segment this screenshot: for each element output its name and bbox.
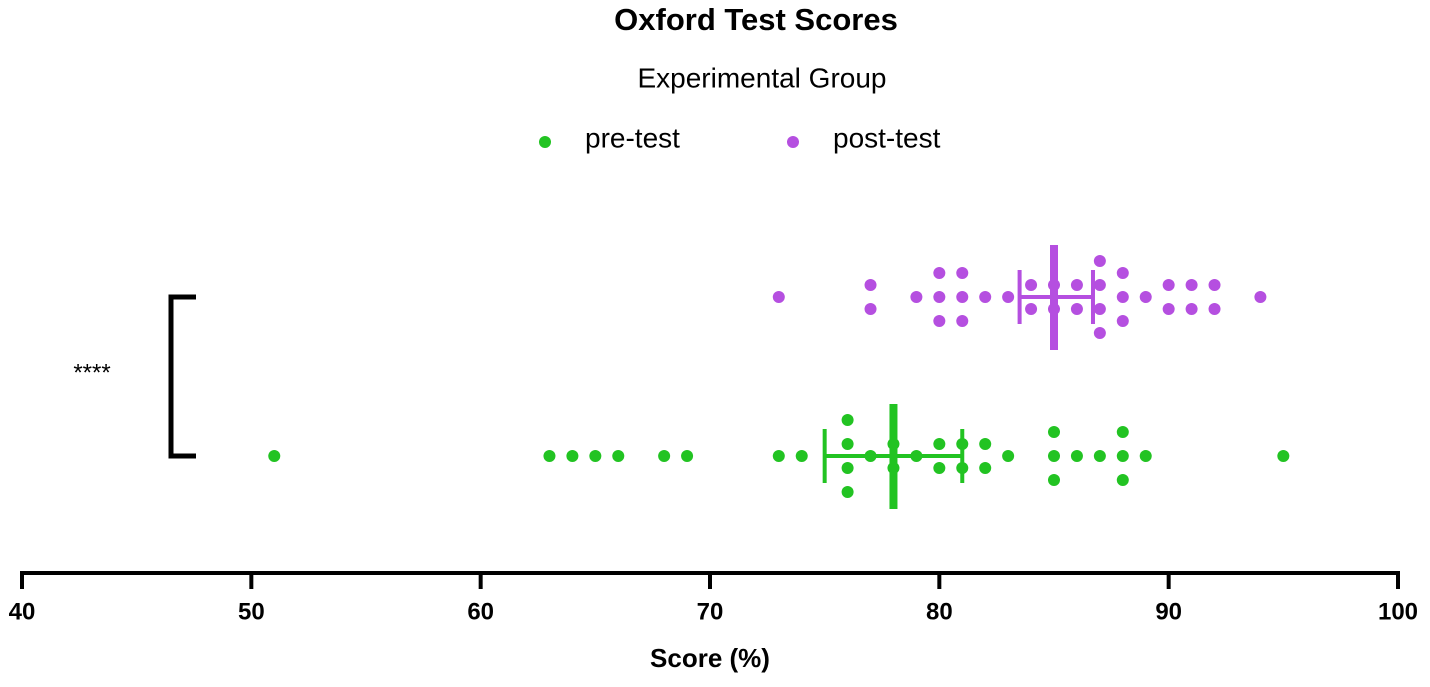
x-tick-label: 100 <box>1378 598 1418 625</box>
data-point <box>1116 474 1129 486</box>
data-point <box>1116 426 1129 438</box>
legend-marker <box>539 136 551 148</box>
data-point <box>1208 279 1221 291</box>
data-point <box>1162 279 1175 291</box>
bracket <box>168 294 196 459</box>
data-point <box>1116 450 1129 462</box>
data-point <box>1070 450 1083 462</box>
chart-title: Oxford Test Scores <box>614 2 898 37</box>
data-point <box>1139 291 1152 303</box>
data-point <box>979 462 992 474</box>
data-point <box>956 291 969 303</box>
data-point <box>1116 267 1129 279</box>
data-point <box>956 267 969 279</box>
data-point <box>772 450 785 462</box>
data-point <box>1093 450 1106 462</box>
data-point <box>841 414 854 426</box>
x-axis-label: Score (%) <box>650 643 770 673</box>
data-point <box>772 291 785 303</box>
legend-marker <box>787 136 799 148</box>
data-point <box>1185 303 1198 315</box>
legend-label: post-test <box>833 122 941 153</box>
data-point <box>841 438 854 450</box>
x-tick-label: 40 <box>9 598 36 625</box>
data-point <box>1048 450 1060 462</box>
data-point <box>1093 303 1106 315</box>
data-point <box>1208 303 1221 315</box>
data-point <box>979 291 992 303</box>
x-tick-label: 60 <box>467 598 494 625</box>
data-point <box>268 450 281 462</box>
data-point <box>841 486 854 498</box>
data-point <box>1025 303 1038 315</box>
data-point <box>864 279 877 291</box>
data-point <box>1185 279 1198 291</box>
data-point <box>1048 474 1060 486</box>
data-point <box>681 450 694 462</box>
data-point <box>864 303 877 315</box>
significance: **** <box>73 359 110 386</box>
data-point <box>933 315 946 327</box>
data-point <box>933 291 946 303</box>
data-point <box>933 438 946 450</box>
legend-label: pre-test <box>585 122 680 153</box>
data-point <box>566 450 579 462</box>
data-point <box>1070 303 1083 315</box>
data-point <box>543 450 556 462</box>
data-point <box>1070 279 1083 291</box>
x-tick-label: 50 <box>238 598 265 625</box>
data-point <box>612 450 625 462</box>
data-point <box>1139 450 1152 462</box>
data-point <box>979 438 992 450</box>
chart-subtitle: Experimental Group <box>637 62 886 93</box>
data-point <box>933 462 946 474</box>
data-point <box>1093 255 1106 267</box>
data-point <box>795 450 808 462</box>
data-point <box>1002 450 1015 462</box>
data-point <box>1093 279 1106 291</box>
data-point <box>658 450 671 462</box>
data-point <box>1093 327 1106 339</box>
data-point <box>1162 303 1175 315</box>
data-point <box>956 315 969 327</box>
data-point <box>1048 426 1060 438</box>
data-point <box>910 291 923 303</box>
data-point <box>933 267 946 279</box>
data-point <box>1025 279 1038 291</box>
data-point <box>1277 450 1290 462</box>
data-point <box>1116 291 1129 303</box>
data-point <box>1254 291 1267 303</box>
data-point <box>841 462 854 474</box>
data-point <box>1116 315 1129 327</box>
x-tick-label: 70 <box>697 598 724 625</box>
x-tick-label: 90 <box>1155 598 1182 625</box>
x-tick-label: 80 <box>926 598 953 625</box>
data-point <box>589 450 602 462</box>
data-point <box>1002 291 1015 303</box>
